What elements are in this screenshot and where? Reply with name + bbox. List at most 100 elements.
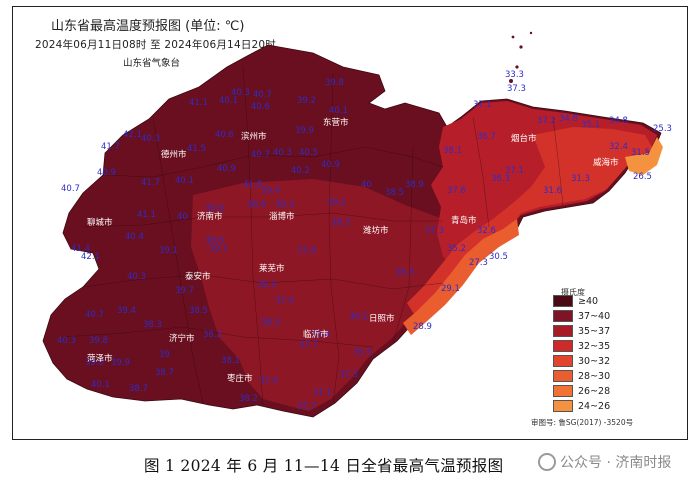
temp-label: 37.6 [447,186,466,196]
temp-label: 39.2 [327,198,346,208]
island-1 [509,79,513,83]
temp-label: 38.3 [331,218,350,228]
temp-label: 36.7 [477,132,496,142]
temp-label: 37.4 [259,376,278,386]
city-label-dongying: 东营市 [323,117,349,128]
legend-swatch [553,310,573,322]
temp-label: 40.3 [57,336,76,346]
temp-label: 25.3 [653,124,672,134]
temp-label: 40.7 [253,90,272,100]
legend-label: 24~26 [578,400,611,412]
temp-label: 37.2 [537,116,556,126]
temp-label: 39 [159,350,170,360]
city-label-jinan: 济南市 [197,211,223,222]
legend-item: 26~28 [553,384,610,398]
temp-label: 39.4 [261,186,280,196]
temp-label: 37.4 [275,296,294,306]
temp-label: 27.3 [469,258,488,268]
temp-label: 37.3 [339,370,358,380]
temp-label: 38.1 [443,146,462,156]
forecast-period: 2024年06月11日08时 至 2024年06月14日20时 [35,39,276,51]
legend-item: 30~32 [553,354,610,368]
zone-26-30-coast [403,219,519,335]
temp-label: 39.7 [175,286,194,296]
city-label-liaocheng: 聊城市 [87,217,113,228]
temp-label: 35.1 [581,120,600,130]
legend-label: ≥40 [578,295,599,307]
temp-label: 39.3 [275,200,294,210]
legend-item: 24~26 [553,399,610,413]
temp-label: 40.6 [215,130,234,140]
temp-label: 40.2 [291,166,310,176]
city-label-qingdao: 青岛市 [451,215,477,226]
legend-label: 28~30 [578,370,611,382]
temp-label: 42.1 [123,130,142,140]
temp-label: 40 [361,180,372,190]
watermark: 公众号 · 济南时报 [538,452,671,472]
temp-label: 40.4 [125,232,144,242]
city-label-dezhou: 德州市 [161,149,187,160]
legend-swatch [553,400,573,412]
temp-label: 28.9 [413,322,432,332]
temp-label: 41.1 [137,210,156,220]
temp-label: 34.8 [559,114,578,124]
figure-caption: 图 1 2024 年 6 月 11—14 日全省最高气温预报图 [144,457,504,475]
temp-label: 39.3 [257,280,276,290]
city-label-zibo: 淄博市 [269,211,295,222]
temp-label: 31.5 [631,148,650,158]
legend-swatch [553,355,573,367]
temp-label: 40.3 [127,272,146,282]
city-labels: 德州市 滨州市 东营市 烟台市 威海市 聊城市 济南市 淄博市 潍坊市 青岛市 … [87,117,619,384]
temp-label: 38.2 [203,330,222,340]
temp-label: 41.7 [141,178,160,188]
city-label-laiwu: 莱芜市 [259,263,285,274]
temp-label: 40.5 [299,148,318,158]
temp-label: 37.7 [297,402,316,412]
temp-label: 40.7 [251,150,270,160]
temp-label: 31.6 [543,186,562,196]
temp-label: 40.9 [217,164,236,174]
legend-item: 32~35 [553,339,610,353]
zone-35-37 [191,179,513,411]
legend-label: 37~40 [578,310,611,322]
temp-label: 40.7 [85,310,104,320]
wechat-icon [538,453,556,471]
temp-label: 40 [177,212,188,222]
temperature-labels: 33.3 37.3 37.1 37.2 34.8 35.1 34.8 25.3 … [57,70,672,412]
city-label-weifang: 潍坊市 [363,225,389,236]
temp-label: 35.5 [353,348,372,358]
city-label-rizhao: 日照市 [369,313,395,324]
temp-label: 35.2 [447,244,466,254]
temp-label: 40.9 [321,160,340,170]
map-title: 山东省最高温度预报图 (单位: ℃) [51,19,245,34]
temp-label: 38.5 [385,188,404,198]
temp-label: 39.2 [297,96,316,106]
legend-title: 摄氏度 [561,288,585,297]
temp-label: 39.8 [325,78,344,88]
temp-label: 39.8 [85,358,104,368]
watermark-text: 公众号 · 济南时报 [560,455,672,471]
temp-label: 34.8 [609,116,628,126]
temp-label: 38.9 [405,180,424,190]
temp-label: 31.3 [571,174,590,184]
temp-label: 38.6 [205,236,224,246]
temp-label: 41.4 [71,244,90,254]
temp-label: 38.7 [129,384,148,394]
temp-label: 41.1 [189,98,208,108]
island-5 [529,31,533,35]
legend-swatch [553,385,573,397]
temp-label: 41.5 [187,144,206,154]
legend-item: 35~37 [553,324,610,338]
temp-label: 39.1 [209,244,228,254]
temp-label: 40.7 [61,184,80,194]
temp-label: 40.1 [91,380,110,390]
temp-label: 37.7 [299,340,318,350]
legend-label: 32~35 [578,340,611,352]
temp-label: 39.9 [295,126,314,136]
zone-30-32-coast [407,127,653,319]
city-label-yantai: 烟台市 [511,133,537,144]
temp-label: 39.9 [111,358,130,368]
temp-label: 36.3 [491,174,510,184]
city-label-binzhou: 滨州市 [241,131,267,142]
legend-swatch [553,370,573,382]
